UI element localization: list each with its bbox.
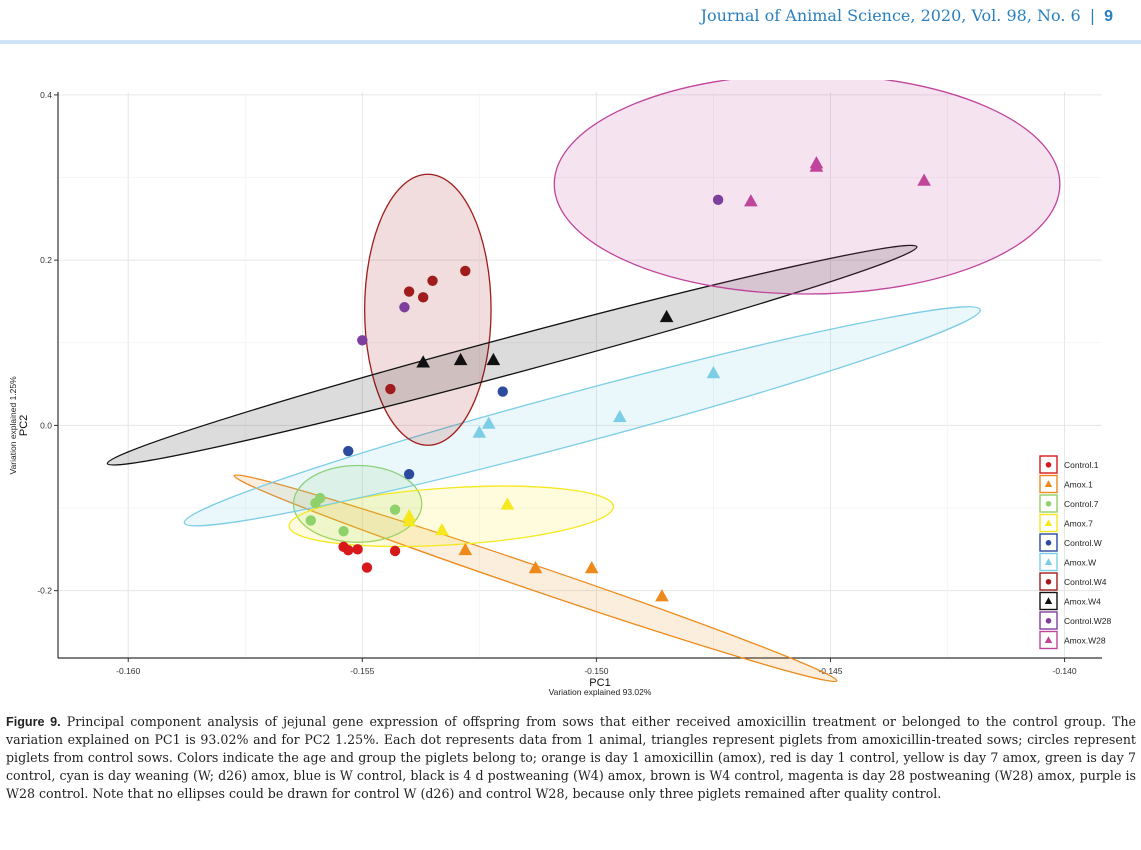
- point-control-1: [343, 544, 354, 556]
- point-control-w: [343, 445, 354, 457]
- point-amox-w: [612, 409, 627, 423]
- point-control-1: [389, 545, 401, 557]
- legend: Control.1 Amox.1 Control.7 Amox.7 Control.W A…: [1039, 455, 1112, 650]
- point-amox-1: [458, 542, 473, 556]
- x-tick-label: -0.140: [1052, 666, 1076, 676]
- legend-marker: [1045, 501, 1052, 507]
- legend-marker: [1044, 597, 1053, 605]
- data-points: [305, 156, 931, 602]
- x-axis-subtitle: Variation explained 93.02%: [549, 687, 652, 697]
- journal-title: Journal of Animal Science, 2020, Vol. 98…: [700, 6, 1081, 25]
- legend-label: Control.7: [1064, 499, 1099, 509]
- legend-marker: [1044, 480, 1053, 488]
- point-control-7: [389, 504, 401, 515]
- ellipse-control-w4: [363, 173, 492, 446]
- point-control-w4: [403, 286, 415, 297]
- y-axis-subtitle: Variation explained 1.25%: [8, 376, 18, 475]
- point-amox-7: [500, 497, 515, 510]
- legend-label: Control.1: [1064, 460, 1099, 470]
- point-amox-w28: [917, 173, 931, 186]
- point-control-w: [403, 468, 415, 480]
- x-tick-label: -0.150: [584, 666, 608, 676]
- point-control-1: [361, 562, 373, 573]
- point-control-w4: [460, 265, 471, 277]
- y-tick-label: 0.0: [40, 420, 52, 430]
- point-control-w28: [399, 302, 410, 313]
- point-control-w4: [417, 292, 429, 303]
- y-tick-label: 0.2: [40, 255, 52, 265]
- legend-label: Amox.W: [1064, 558, 1096, 568]
- ellipse-amox-7: [288, 485, 615, 548]
- y-tick-label: 0.4: [40, 90, 52, 100]
- page-number: 9: [1104, 8, 1113, 25]
- page-header: Journal of Animal Science, 2020, Vol. 98…: [0, 0, 1141, 44]
- point-amox-7: [402, 513, 416, 527]
- x-tick-label: -0.145: [818, 666, 842, 676]
- legend-marker: [1045, 618, 1052, 624]
- legend-label: Amox.W28: [1064, 636, 1106, 646]
- point-amox-1: [584, 561, 599, 574]
- point-control-w28: [357, 335, 368, 346]
- header-separator: |: [1089, 6, 1096, 25]
- ellipse-amox-w4: [106, 244, 918, 466]
- point-amox-w: [706, 366, 721, 379]
- ellipse-amox-w28: [553, 80, 1061, 295]
- point-control-w: [497, 386, 508, 397]
- ellipse-control-7: [292, 464, 423, 543]
- legend-label: Control.W: [1064, 538, 1102, 548]
- point-amox-w28: [809, 159, 824, 172]
- figure-caption-text: Principal component analysis of jejunal …: [6, 714, 1137, 801]
- point-amox-w4: [659, 309, 674, 323]
- point-amox-w4: [486, 352, 501, 366]
- point-amox-w28: [744, 194, 758, 207]
- legend-marker: [1044, 519, 1053, 527]
- point-control-w4: [427, 275, 438, 287]
- legend-label: Amox.7: [1064, 519, 1093, 529]
- figure-label: Figure 9.: [6, 715, 61, 729]
- legend-label: Control.W4: [1064, 577, 1107, 587]
- legend-marker: [1045, 579, 1052, 585]
- plot-area: [58, 92, 1102, 658]
- header-rule: [0, 40, 1141, 44]
- point-amox-7: [435, 523, 449, 536]
- point-control-1: [352, 544, 363, 555]
- legend-marker: [1044, 636, 1053, 644]
- x-axis-title: PC1: [589, 677, 610, 689]
- legend-marker: [1044, 558, 1053, 566]
- confidence-ellipses: [106, 80, 1061, 683]
- figure-caption: Figure 9. Principal component analysis o…: [6, 713, 1136, 803]
- pca-scatter-plot: -0.160 -0.155 -0.150 -0.145 -0.140 -0.2 0.0 0.2…: [8, 80, 1112, 697]
- legend-label: Amox.1: [1064, 480, 1093, 490]
- point-amox-w: [472, 425, 487, 438]
- running-head: Journal of Animal Science, 2020, Vol. 98…: [701, 6, 1113, 26]
- point-control-w28: [712, 194, 724, 206]
- point-amox-w4: [416, 355, 430, 368]
- point-amox-1: [528, 561, 543, 574]
- y-axis-title: PC2: [18, 415, 30, 436]
- point-amox-w4: [453, 352, 468, 366]
- point-control-7: [305, 515, 317, 526]
- y-tick-label: -0.2: [37, 586, 52, 596]
- legend-marker: [1045, 462, 1052, 468]
- legend-label: Amox.W4: [1064, 597, 1101, 607]
- point-amox-1: [655, 589, 669, 602]
- ellipse-amox-w: [183, 306, 981, 527]
- point-control-w4: [385, 383, 396, 395]
- point-amox-w: [481, 416, 496, 429]
- ellipse-amox-1: [233, 474, 838, 683]
- x-tick-label: -0.155: [350, 666, 374, 676]
- point-control-7: [314, 492, 326, 504]
- legend-label: Control.W28: [1064, 616, 1112, 626]
- point-control-7: [338, 525, 349, 537]
- grid-lines: [58, 92, 1102, 658]
- x-tick-label: -0.160: [116, 666, 140, 676]
- legend-marker: [1045, 540, 1052, 546]
